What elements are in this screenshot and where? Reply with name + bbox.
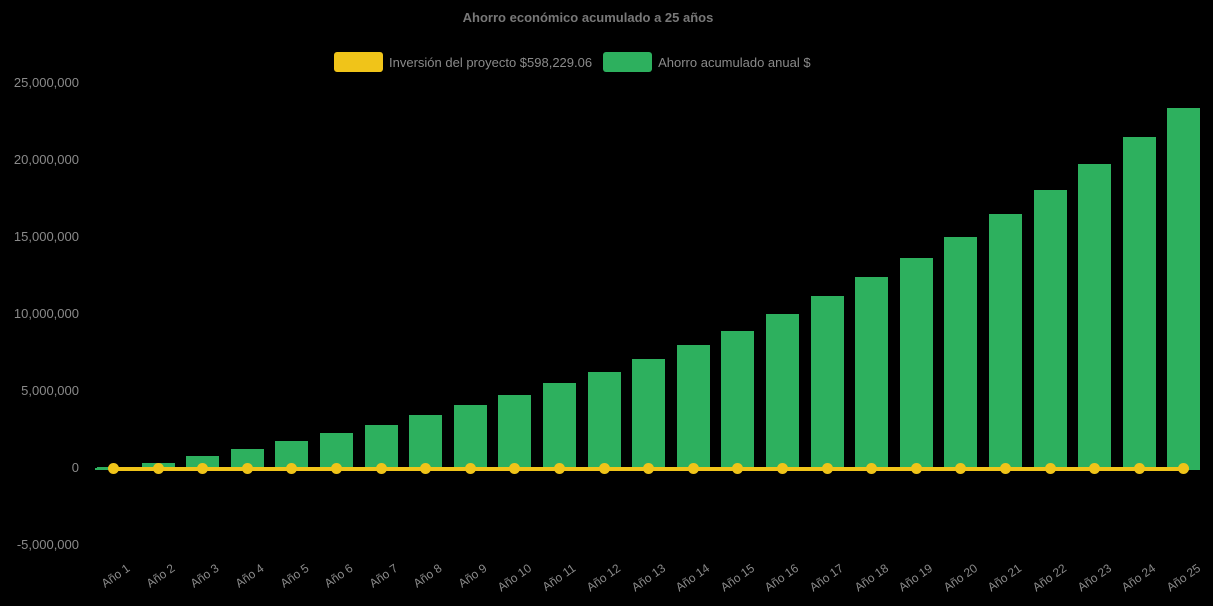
- bar-año-10[interactable]: [498, 395, 532, 471]
- x-axis-label: Año 21: [985, 561, 1025, 595]
- investment-line-point-18[interactable]: [866, 463, 878, 474]
- investment-line-point-10[interactable]: [509, 463, 521, 474]
- investment-line-point-16[interactable]: [777, 463, 788, 474]
- x-axis-label: Año 25: [1163, 561, 1203, 595]
- investment-line-point-12[interactable]: [598, 463, 610, 474]
- investment-line-point-15[interactable]: [732, 463, 744, 474]
- investment-line-point-2[interactable]: [152, 463, 164, 474]
- investment-line-point-1[interactable]: [108, 463, 119, 474]
- bar-año-25[interactable]: [1167, 108, 1201, 471]
- x-axis-label: Año 23: [1074, 561, 1114, 595]
- legend-label-ahorro: Ahorro acumulado anual $: [658, 54, 811, 70]
- investment-line-point-17[interactable]: [821, 463, 833, 474]
- x-axis-label: Año 9: [455, 561, 490, 591]
- x-axis-label: Año 16: [762, 561, 802, 595]
- investment-line-point-9[interactable]: [464, 463, 476, 474]
- x-axis-label: Año 5: [277, 561, 311, 591]
- x-axis-label: Año 4: [232, 561, 267, 591]
- x-axis-label: Año 8: [411, 561, 445, 591]
- investment-line-point-3[interactable]: [197, 463, 209, 474]
- bar-año-22[interactable]: [1033, 190, 1067, 471]
- bar-año-24[interactable]: [1122, 136, 1156, 471]
- x-axis-label: Año 1: [98, 561, 133, 591]
- bar-año-19[interactable]: [899, 257, 933, 471]
- bar-año-9[interactable]: [453, 404, 487, 471]
- bar-año-14[interactable]: [676, 344, 710, 471]
- bar-año-21[interactable]: [989, 214, 1022, 471]
- bar-año-4[interactable]: [230, 449, 264, 471]
- bar-año-15[interactable]: [721, 330, 755, 471]
- y-axis-label: 15,000,000: [13, 228, 79, 244]
- investment-line-point-5[interactable]: [286, 463, 298, 474]
- x-axis-label: Año 22: [1029, 561, 1070, 595]
- legend-item-ahorro[interactable]: Ahorro acumulado anual $: [603, 52, 811, 72]
- chart-title: Ahorro económico acumulado a 25 años: [462, 10, 714, 25]
- legend-swatch-inversion-icon: [334, 52, 383, 72]
- legend-item-inversion[interactable]: Inversión del proyecto $598,229.06: [334, 52, 592, 72]
- investment-line-point-8[interactable]: [420, 463, 432, 474]
- y-axis-label: 10,000,000: [13, 305, 79, 321]
- x-axis-label: Año 17: [806, 561, 847, 595]
- x-axis-label: Año 2: [143, 561, 178, 591]
- legend: Inversión del proyecto $598,229.06 Ahorr…: [334, 52, 811, 72]
- x-axis-label: Año 11: [540, 561, 579, 594]
- bar-año-20[interactable]: [944, 236, 978, 471]
- bar-año-16[interactable]: [766, 314, 799, 471]
- x-axis-label: Año 12: [583, 561, 624, 595]
- y-axis-label: -5,000,000: [16, 536, 79, 552]
- investment-line-point-6[interactable]: [331, 463, 342, 474]
- investment-line-point-11[interactable]: [554, 463, 565, 474]
- investment-line-point-19[interactable]: [910, 463, 922, 474]
- x-axis-label: Año 13: [628, 561, 668, 595]
- bar-año-12[interactable]: [587, 371, 621, 471]
- investment-line-point-23[interactable]: [1089, 463, 1101, 474]
- y-axis-label: 0: [71, 459, 79, 475]
- investment-line-point-25[interactable]: [1178, 463, 1190, 474]
- x-axis-label: Año 6: [321, 561, 356, 591]
- bar-año-23[interactable]: [1078, 164, 1112, 471]
- investment-line-point-7[interactable]: [375, 463, 387, 474]
- legend-label-inversion: Inversión del proyecto $598,229.06: [389, 54, 593, 70]
- y-axis-label: 25,000,000: [13, 74, 79, 90]
- investment-line-point-22[interactable]: [1044, 463, 1056, 474]
- x-axis-label: Año 14: [673, 561, 713, 595]
- bar-año-8[interactable]: [409, 414, 443, 471]
- bar-año-7[interactable]: [364, 424, 398, 471]
- bar-año-11[interactable]: [543, 383, 576, 471]
- investment-line-point-24[interactable]: [1133, 463, 1145, 474]
- bar-año-18[interactable]: [855, 277, 889, 471]
- investment-line-point-20[interactable]: [955, 463, 967, 474]
- y-axis-label: 5,000,000: [21, 382, 79, 398]
- investment-line-point-4[interactable]: [241, 463, 253, 474]
- investment-line-point-21[interactable]: [1000, 463, 1011, 474]
- x-axis-label: Año 15: [717, 561, 757, 595]
- x-axis-label: Año 18: [851, 561, 891, 595]
- y-axis-label: 20,000,000: [13, 151, 79, 167]
- investment-line-point-13[interactable]: [643, 463, 655, 474]
- bar-año-17[interactable]: [810, 295, 844, 471]
- x-axis-label: Año 3: [188, 561, 222, 591]
- bar-año-13[interactable]: [632, 358, 666, 471]
- x-axis-label: Año 10: [494, 561, 534, 595]
- investment-line-point-14[interactable]: [687, 463, 699, 474]
- legend-swatch-ahorro-icon: [603, 52, 653, 72]
- x-axis-label: Año 24: [1119, 561, 1159, 595]
- x-axis-label: Año 7: [366, 561, 401, 591]
- x-axis-label: Año 19: [896, 561, 936, 595]
- x-axis-label: Año 20: [940, 561, 980, 595]
